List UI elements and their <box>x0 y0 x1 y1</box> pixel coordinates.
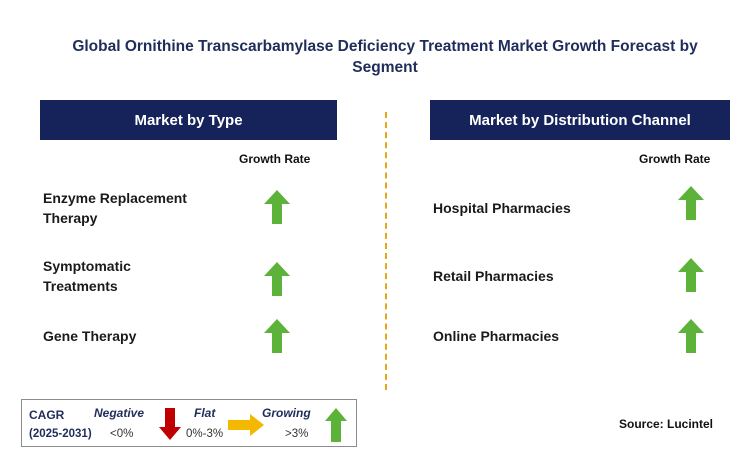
channel-row-label: Hospital Pharmacies <box>433 200 571 216</box>
type-row-label: Symptomatic Treatments <box>43 258 131 294</box>
legend-growing-range: >3% <box>285 428 309 440</box>
column-divider <box>385 112 387 390</box>
up-arrow-icon <box>678 186 704 220</box>
down-arrow-icon <box>159 408 181 440</box>
right-arrow-icon <box>228 414 264 436</box>
cagr-legend: CAGR (2025-2031) Negative <0% Flat 0%-3%… <box>21 399 357 447</box>
chart-title: Global Ornithine Transcarbamylase Defici… <box>72 38 698 76</box>
legend-flat-label: Flat <box>194 406 216 420</box>
up-arrow-icon <box>678 258 704 292</box>
distribution-channel-header: Market by Distribution Channel <box>430 100 730 140</box>
type-growth-rate-label: Growth Rate <box>239 152 311 166</box>
up-arrow-icon <box>264 262 290 296</box>
up-arrow-icon <box>264 190 290 224</box>
legend-negative-label: Negative <box>94 406 145 420</box>
type-header: Market by Type <box>40 100 337 140</box>
up-arrow-icon <box>325 408 347 442</box>
legend-flat-range: 0%-3% <box>186 428 224 440</box>
legend-negative-range: <0% <box>110 428 134 440</box>
legend-growing-label: Growing <box>262 406 311 420</box>
up-arrow-icon <box>264 319 290 353</box>
channel-row-label: Online Pharmacies <box>433 328 560 344</box>
channel-growth-rate-label: Growth Rate <box>639 152 711 166</box>
source-label: Source: Lucintel <box>619 417 714 431</box>
channel-row-label: Retail Pharmacies <box>433 268 554 284</box>
type-row-label: Enzyme Replacement Therapy <box>43 190 187 226</box>
up-arrow-icon <box>678 319 704 353</box>
type-row-label: Gene Therapy <box>43 328 137 344</box>
legend-cagr-label: CAGR <box>29 408 65 422</box>
legend-period-label: (2025-2031) <box>29 428 92 440</box>
